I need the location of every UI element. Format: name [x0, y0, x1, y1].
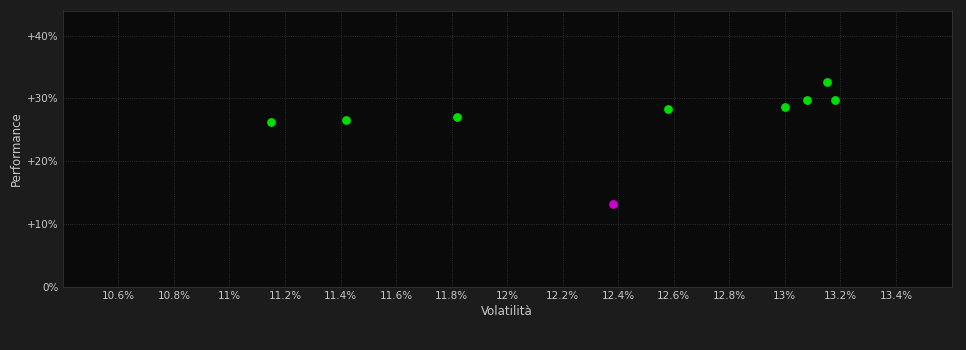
X-axis label: Volatilità: Volatilità [481, 305, 533, 318]
Point [449, 114, 465, 120]
Point [799, 98, 814, 103]
Point [819, 79, 835, 84]
Point [778, 104, 793, 110]
Point [827, 98, 842, 103]
Point [264, 119, 279, 125]
Point [661, 106, 676, 112]
Y-axis label: Performance: Performance [10, 111, 23, 186]
Point [338, 117, 354, 122]
Point [605, 201, 620, 207]
